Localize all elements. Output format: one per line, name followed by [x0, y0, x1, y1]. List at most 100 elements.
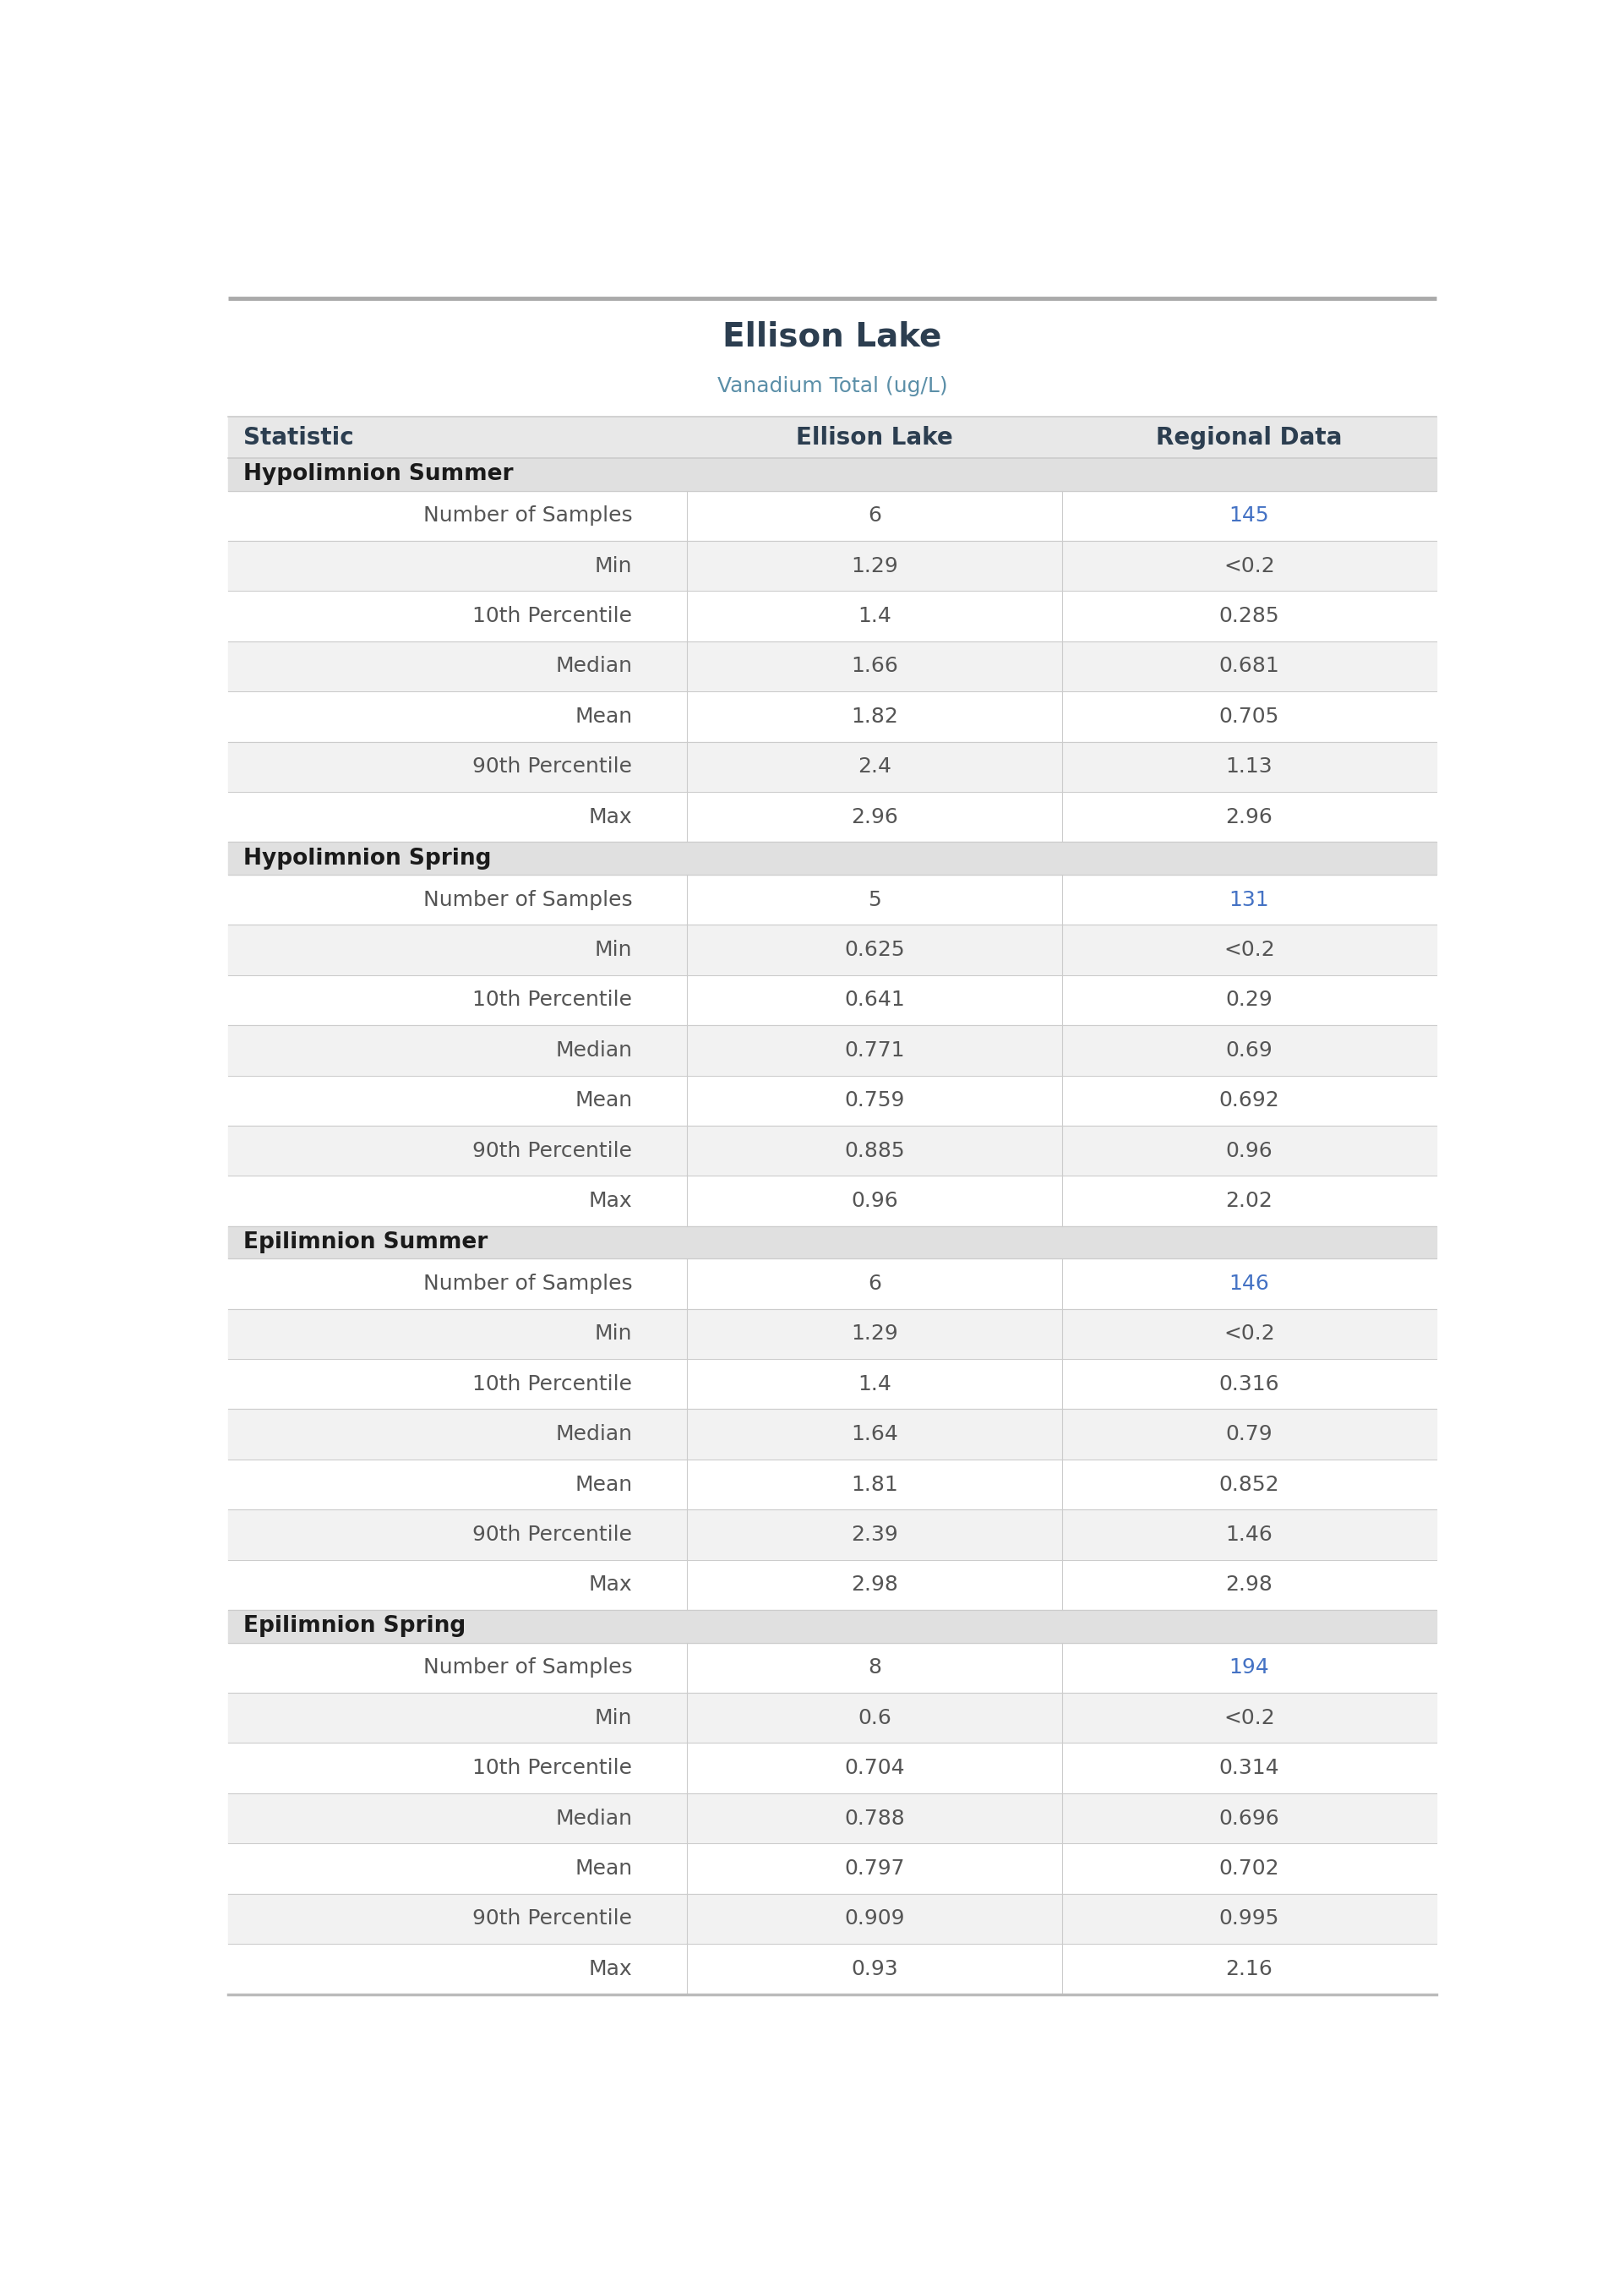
Text: Median: Median: [555, 1040, 632, 1060]
Text: 2.39: 2.39: [851, 1525, 898, 1546]
Text: 1.81: 1.81: [851, 1476, 898, 1494]
Text: 1.29: 1.29: [851, 1323, 898, 1344]
Bar: [227, 1026, 1436, 1076]
Text: 194: 194: [1229, 1657, 1270, 1678]
Bar: [227, 1226, 1436, 1258]
Text: 5: 5: [867, 890, 882, 910]
Text: Max: Max: [588, 806, 632, 826]
Text: 1.4: 1.4: [857, 606, 892, 627]
Text: 0.314: 0.314: [1220, 1757, 1280, 1777]
Text: 2.98: 2.98: [851, 1575, 898, 1596]
Text: <0.2: <0.2: [1223, 1323, 1275, 1344]
Text: 1.64: 1.64: [851, 1423, 898, 1444]
Text: Mean: Mean: [575, 1859, 632, 1880]
Bar: [227, 976, 1436, 1026]
Bar: [227, 1559, 1436, 1609]
Bar: [227, 792, 1436, 842]
Bar: [227, 1893, 1436, 1943]
Bar: [227, 1693, 1436, 1743]
Bar: [227, 1310, 1436, 1360]
Text: Min: Min: [594, 1323, 632, 1344]
Text: Epilimnion Summer: Epilimnion Summer: [244, 1230, 487, 1253]
Bar: [227, 640, 1436, 692]
Text: Regional Data: Regional Data: [1156, 424, 1343, 449]
Text: Max: Max: [588, 1575, 632, 1596]
Bar: [227, 590, 1436, 640]
Text: 0.641: 0.641: [844, 990, 905, 1010]
Text: 0.96: 0.96: [851, 1192, 898, 1212]
Text: <0.2: <0.2: [1223, 1707, 1275, 1727]
Text: 0.29: 0.29: [1226, 990, 1273, 1010]
Text: 0.316: 0.316: [1220, 1373, 1280, 1394]
Text: Mean: Mean: [575, 1476, 632, 1494]
Text: 0.285: 0.285: [1220, 606, 1280, 627]
Text: 0.704: 0.704: [844, 1757, 905, 1777]
Text: 146: 146: [1229, 1273, 1270, 1294]
Text: <0.2: <0.2: [1223, 556, 1275, 577]
Text: 0.771: 0.771: [844, 1040, 905, 1060]
Bar: [227, 1510, 1436, 1559]
Text: 0.625: 0.625: [844, 940, 905, 960]
Text: 10th Percentile: 10th Percentile: [473, 1373, 632, 1394]
Text: 0.79: 0.79: [1226, 1423, 1273, 1444]
Text: 0.96: 0.96: [1226, 1140, 1273, 1160]
Text: 0.681: 0.681: [1220, 656, 1280, 676]
Text: Vanadium Total (ug/L): Vanadium Total (ug/L): [718, 377, 947, 397]
Text: Mean: Mean: [575, 706, 632, 726]
Text: 1.4: 1.4: [857, 1373, 892, 1394]
Text: 0.705: 0.705: [1220, 706, 1280, 726]
Bar: [227, 1460, 1436, 1510]
Text: Min: Min: [594, 556, 632, 577]
Text: 0.797: 0.797: [844, 1859, 905, 1880]
Text: 2.96: 2.96: [1226, 806, 1273, 826]
Text: 0.788: 0.788: [844, 1809, 905, 1827]
Text: Number of Samples: Number of Samples: [422, 506, 632, 527]
Bar: [227, 742, 1436, 792]
Bar: [227, 924, 1436, 976]
Text: 131: 131: [1229, 890, 1270, 910]
Text: 0.696: 0.696: [1220, 1809, 1280, 1827]
Text: 8: 8: [867, 1657, 882, 1678]
Bar: [227, 1643, 1436, 1693]
Bar: [227, 692, 1436, 742]
Bar: [227, 418, 1436, 459]
Text: 90th Percentile: 90th Percentile: [473, 1909, 632, 1930]
Text: 0.69: 0.69: [1226, 1040, 1273, 1060]
Text: 1.66: 1.66: [851, 656, 898, 676]
Text: 2.16: 2.16: [1226, 1959, 1273, 1979]
Text: 145: 145: [1229, 506, 1270, 527]
Text: <0.2: <0.2: [1223, 940, 1275, 960]
Text: 90th Percentile: 90th Percentile: [473, 1140, 632, 1160]
Text: 90th Percentile: 90th Percentile: [473, 756, 632, 776]
Bar: [227, 1360, 1436, 1410]
Text: Statistic: Statistic: [244, 424, 354, 449]
Text: 6: 6: [867, 1273, 882, 1294]
Bar: [227, 459, 1436, 490]
Bar: [227, 1609, 1436, 1643]
Bar: [227, 1258, 1436, 1310]
Text: 2.98: 2.98: [1226, 1575, 1273, 1596]
Text: 0.852: 0.852: [1220, 1476, 1280, 1494]
Bar: [227, 540, 1436, 590]
Text: 0.995: 0.995: [1220, 1909, 1280, 1930]
Text: Min: Min: [594, 1707, 632, 1727]
Text: Max: Max: [588, 1192, 632, 1212]
Text: 2.02: 2.02: [1226, 1192, 1273, 1212]
Text: Min: Min: [594, 940, 632, 960]
Text: 1.82: 1.82: [851, 706, 898, 726]
Text: Median: Median: [555, 1423, 632, 1444]
Text: 1.29: 1.29: [851, 556, 898, 577]
Text: Ellison Lake: Ellison Lake: [723, 320, 942, 354]
Text: Hypolimnion Summer: Hypolimnion Summer: [244, 463, 513, 486]
Text: Median: Median: [555, 1809, 632, 1827]
Text: 0.885: 0.885: [844, 1140, 905, 1160]
Text: 1.46: 1.46: [1226, 1525, 1273, 1546]
Text: 1.13: 1.13: [1226, 756, 1273, 776]
Text: 6: 6: [867, 506, 882, 527]
Bar: [227, 1793, 1436, 1843]
Text: Ellison Lake: Ellison Lake: [796, 424, 953, 449]
Bar: [227, 1076, 1436, 1126]
Text: Epilimnion Spring: Epilimnion Spring: [244, 1616, 466, 1637]
Text: 10th Percentile: 10th Percentile: [473, 1757, 632, 1777]
Text: 0.93: 0.93: [851, 1959, 898, 1979]
